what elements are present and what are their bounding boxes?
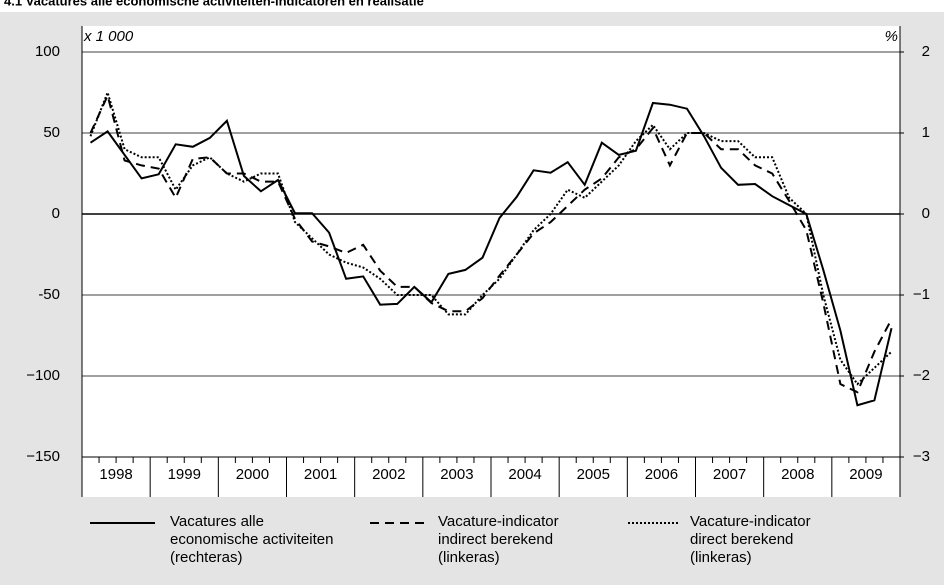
x-tick-label: 2001 (304, 466, 337, 483)
title-strip (0, 0, 944, 12)
y-unit-label: x 1 000 (83, 28, 134, 45)
x-tick-label: 2009 (849, 466, 882, 483)
series-line (89, 92, 893, 394)
x-tick-label: 1999 (168, 466, 201, 483)
y-tick-label: 100 (35, 43, 60, 60)
x-tick-label: 2008 (781, 466, 814, 483)
legend-entry: Vacature-indicator direct berekend (link… (690, 513, 811, 566)
x-tick-label: 1998 (99, 466, 132, 483)
y2-tick-label: 2 (922, 43, 930, 60)
x-tick-label: 2005 (577, 466, 610, 483)
y-tick-label: −100 (26, 367, 60, 384)
y2-tick-label: −1 (913, 286, 930, 303)
y2-tick-label: 0 (922, 205, 930, 222)
x-tick-label: 2003 (440, 466, 473, 483)
legend-entry: Vacatures alle economische activiteiten … (170, 513, 334, 566)
x-tick-label: 2000 (236, 466, 269, 483)
plot-background (82, 26, 900, 497)
y2-tick-label: −2 (913, 367, 930, 384)
x-tick-label: 2002 (372, 466, 405, 483)
chart-title: 4.1 Vacatures alle economische activitei… (4, 0, 424, 8)
legend-entry: Vacature-indicator indirect berekend (li… (438, 513, 559, 566)
y-tick-label: −150 (26, 448, 60, 465)
series-line (89, 101, 893, 407)
y-tick-label: -50 (38, 286, 60, 303)
y-tick-label: 0 (52, 205, 60, 222)
x-tick-label: 2004 (508, 466, 541, 483)
y2-unit-label: % (885, 28, 898, 45)
y2-tick-label: −3 (913, 448, 930, 465)
y2-tick-label: 1 (922, 124, 930, 141)
x-tick-label: 2006 (645, 466, 678, 483)
y-tick-label: 50 (43, 124, 60, 141)
x-tick-label: 2007 (713, 466, 746, 483)
